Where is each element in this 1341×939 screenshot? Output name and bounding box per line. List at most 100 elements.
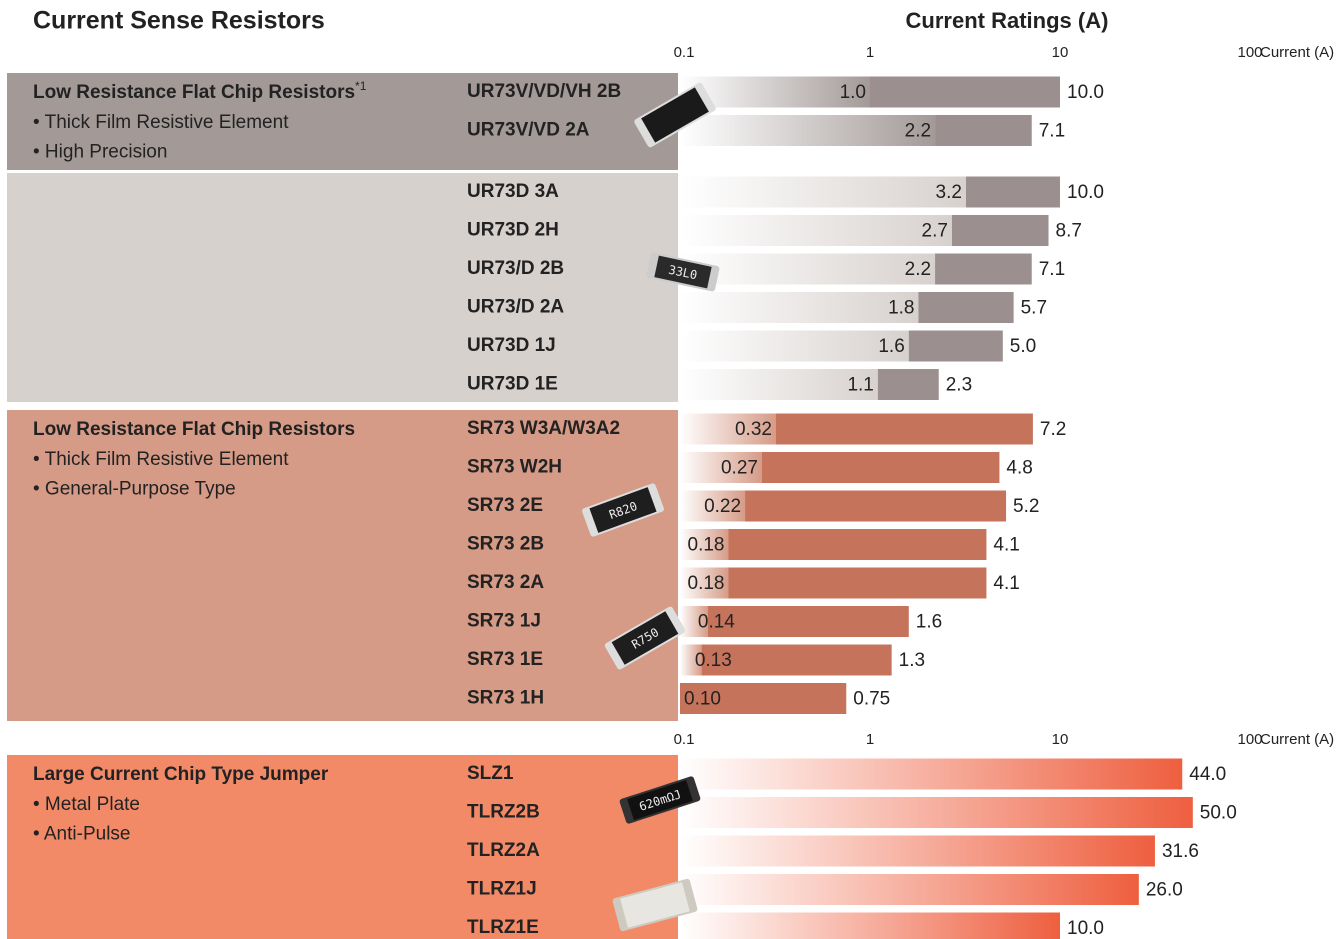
- value-label: 2.2: [905, 121, 931, 142]
- group-title: Low Resistance Flat Chip Resistors*1: [33, 79, 367, 103]
- x-tick-label: 100: [1237, 44, 1262, 61]
- value-label: 2.7: [922, 221, 948, 242]
- row-name: UR73D 1J: [467, 335, 556, 356]
- group-title-text: Low Resistance Flat Chip Resistors: [33, 82, 355, 103]
- value-label: 0.27: [721, 458, 758, 479]
- value-label: 3.2: [936, 182, 962, 203]
- value-label: 26.0: [1146, 880, 1183, 901]
- chart-subtitle: Current Ratings (A): [906, 8, 1109, 33]
- value-label: 4.1: [993, 535, 1019, 556]
- value-label: 1.3: [899, 650, 925, 671]
- bar-high: [878, 369, 939, 400]
- row-name: SLZ1: [467, 763, 514, 784]
- value-label: 2.3: [946, 375, 972, 396]
- group-bullet: • General-Purpose Type: [33, 479, 236, 500]
- bar-low: [680, 331, 909, 362]
- bar-low: [680, 215, 952, 246]
- value-label: 4.1: [993, 573, 1019, 594]
- bar: [680, 874, 1139, 905]
- row-name: UR73V/VD 2A: [467, 120, 590, 141]
- bar-high: [935, 254, 1032, 285]
- bar-low: [680, 177, 966, 208]
- value-label: 0.32: [735, 419, 772, 440]
- bar-high: [776, 414, 1033, 445]
- footnote: *1: [355, 79, 367, 93]
- bar-high: [762, 452, 999, 483]
- group-title-text: Large Current Chip Type Jumper: [33, 764, 329, 785]
- group-bullet: • High Precision: [33, 142, 167, 163]
- x-tick-label: 100: [1237, 731, 1262, 748]
- value-label: 5.7: [1021, 298, 1047, 319]
- value-label: 0.13: [695, 650, 732, 671]
- group-title: Low Resistance Flat Chip Resistors: [33, 419, 355, 440]
- value-label: 5.2: [1013, 496, 1039, 517]
- group-title-text: Low Resistance Flat Chip Resistors: [33, 419, 355, 440]
- row-name: TLRZ1J: [467, 879, 537, 900]
- chart: Current Sense Resistors Current Ratings …: [0, 0, 1341, 939]
- bar-high: [935, 115, 1032, 146]
- x-tick-label: 1: [866, 731, 874, 748]
- bar-low: [680, 115, 935, 146]
- value-label: 4.8: [1006, 458, 1032, 479]
- x-axis-label: Current (A): [1260, 731, 1334, 748]
- x-axis-label: Current (A): [1260, 44, 1334, 61]
- value-label: 8.7: [1056, 221, 1082, 242]
- value-label: 1.6: [916, 612, 942, 633]
- group-title: Large Current Chip Type Jumper: [33, 764, 329, 785]
- row-name: UR73/D 2A: [467, 297, 564, 318]
- group-block: [7, 173, 678, 402]
- bar-high: [729, 529, 987, 560]
- bar-high: [745, 491, 1006, 522]
- row-name: TLRZ2A: [467, 840, 540, 861]
- value-label: 1.1: [847, 375, 873, 396]
- value-label: 10.0: [1067, 82, 1104, 103]
- group-bullet: • Metal Plate: [33, 794, 140, 815]
- bar-high: [952, 215, 1049, 246]
- value-label: 7.1: [1039, 121, 1065, 142]
- row-name: UR73D 2H: [467, 220, 559, 241]
- row-name: SR73 1J: [467, 611, 541, 632]
- row-name: SR73 2B: [467, 534, 544, 555]
- row-name: TLRZ1E: [467, 917, 539, 938]
- bar-high: [708, 606, 909, 637]
- value-label: 0.14: [698, 612, 735, 633]
- x-tick-label: 10: [1052, 44, 1069, 61]
- x-tick-label: 1: [866, 44, 874, 61]
- x-tick-label: 10: [1052, 731, 1069, 748]
- row-name: SR73 W3A/W3A2: [467, 418, 620, 439]
- value-label: 1.8: [888, 298, 914, 319]
- value-label: 0.18: [688, 535, 725, 556]
- value-label: 5.0: [1010, 336, 1036, 357]
- group-bullet: • Anti-Pulse: [33, 824, 130, 845]
- value-label: 10.0: [1067, 182, 1104, 203]
- value-label: 10.0: [1067, 918, 1104, 939]
- value-label: 31.6: [1162, 841, 1199, 862]
- row-name: SR73 2A: [467, 572, 544, 593]
- bar-high: [919, 292, 1014, 323]
- row-name: UR73D 3A: [467, 181, 559, 202]
- bar-high: [909, 331, 1003, 362]
- row-name: SR73 1E: [467, 649, 543, 670]
- bar-high: [966, 177, 1060, 208]
- bar-high: [870, 77, 1060, 108]
- row-name: UR73D 1E: [467, 374, 558, 395]
- bar: [680, 797, 1193, 828]
- row-name: SR73 2E: [467, 495, 543, 516]
- row-name: UR73/D 2B: [467, 258, 564, 279]
- x-tick-label: 0.1: [674, 44, 695, 61]
- value-label: 0.18: [688, 573, 725, 594]
- value-label: 7.2: [1040, 419, 1066, 440]
- bar: [680, 913, 1060, 939]
- value-label: 2.2: [905, 259, 931, 280]
- value-label: 7.1: [1039, 259, 1065, 280]
- bar: [680, 836, 1155, 867]
- bar-low: [680, 292, 919, 323]
- row-name: TLRZ2B: [467, 802, 540, 823]
- value-label: 44.0: [1189, 764, 1226, 785]
- x-tick-label: 0.1: [674, 731, 695, 748]
- row-name: UR73V/VD/VH 2B: [467, 81, 621, 102]
- value-label: 50.0: [1200, 803, 1237, 824]
- value-label: 0.22: [704, 496, 741, 517]
- chart-title: Current Sense Resistors: [33, 7, 325, 35]
- value-label: 1.0: [840, 82, 866, 103]
